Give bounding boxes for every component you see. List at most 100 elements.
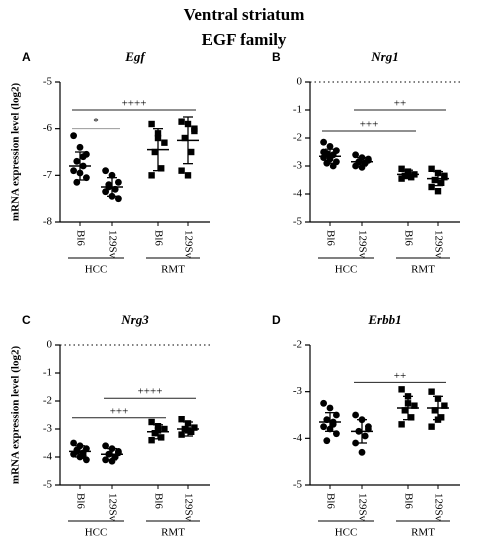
data-point (73, 446, 81, 454)
y-tick-label: -5 (293, 479, 303, 491)
group-label: RMT (411, 527, 435, 539)
y-tick-label: -8 (43, 216, 53, 228)
data-point (398, 165, 405, 172)
panel-title: Nrg1 (370, 49, 398, 64)
panel-title: Erbb1 (367, 312, 401, 327)
data-point (178, 431, 185, 438)
x-tick-label: 129Sv (182, 493, 194, 522)
data-point (408, 414, 415, 421)
data-point (428, 423, 435, 430)
panel-letter: B (272, 50, 281, 64)
group-label: HCC (85, 527, 108, 539)
data-point (434, 188, 442, 195)
data-point (178, 167, 185, 174)
data-point (320, 148, 327, 156)
y-tick-label: -4 (293, 188, 303, 200)
figure-subtitle: EGF family (202, 30, 287, 49)
data-point (178, 416, 185, 423)
data-point (441, 402, 448, 409)
data-point (428, 388, 435, 395)
y-axis-label: mRNA expression level (log2) (10, 83, 22, 222)
data-point (411, 402, 418, 409)
group-label: RMT (161, 264, 185, 276)
data-point (102, 442, 109, 450)
data-point (352, 411, 359, 419)
panel-letter: D (272, 313, 281, 327)
data-point (184, 172, 192, 179)
figure-title: Ventral striatum (184, 5, 305, 24)
data-point (73, 157, 81, 165)
significance-label: * (93, 116, 99, 128)
group-label: HCC (335, 264, 358, 276)
x-tick-label: 129Sv (182, 230, 194, 259)
panel-letter: C (22, 313, 31, 327)
data-point (148, 437, 155, 444)
data-point (323, 437, 331, 445)
data-point (431, 176, 438, 184)
data-point (352, 439, 359, 447)
data-point (361, 432, 369, 440)
y-tick-label: -1 (43, 367, 52, 379)
data-point (115, 178, 122, 186)
x-tick-label: Bl6 (402, 493, 414, 509)
x-tick-label: Bl6 (324, 230, 336, 246)
data-point (191, 424, 198, 431)
y-tick-label: -3 (43, 423, 53, 435)
significance-label: +++ (360, 119, 379, 131)
x-tick-label: 129Sv (106, 493, 118, 522)
data-point (102, 167, 109, 175)
y-tick-label: -3 (293, 160, 303, 172)
x-tick-label: Bl6 (74, 493, 86, 509)
y-tick-label: 0 (297, 76, 303, 88)
data-point (320, 423, 327, 431)
data-point (102, 456, 109, 464)
data-point (161, 425, 168, 433)
x-tick-label: Bl6 (402, 230, 414, 246)
data-point (70, 167, 77, 175)
x-tick-label: Bl6 (324, 493, 336, 509)
data-point (398, 386, 405, 393)
significance-label: +++ (110, 405, 129, 417)
data-point (438, 179, 445, 186)
data-point (151, 148, 158, 156)
significance-label: ++++ (122, 98, 147, 110)
y-tick-label: -5 (43, 479, 53, 491)
data-point (326, 143, 334, 150)
group-label: RMT (411, 264, 435, 276)
y-tick-label: -2 (43, 395, 52, 407)
data-point (326, 404, 334, 412)
group-label: RMT (161, 527, 185, 539)
x-tick-label: 129Sv (432, 493, 444, 522)
y-tick-label: -7 (43, 169, 53, 181)
y-tick-label: -6 (43, 122, 53, 134)
data-point (178, 118, 185, 125)
data-point (358, 448, 366, 456)
group-label: HCC (85, 264, 108, 276)
y-tick-label: -1 (293, 104, 302, 116)
data-point (161, 139, 168, 146)
data-point (148, 120, 155, 128)
x-tick-label: Bl6 (74, 230, 86, 246)
x-tick-label: 129Sv (356, 230, 368, 259)
x-tick-label: Bl6 (152, 230, 164, 246)
x-tick-label: 129Sv (432, 230, 444, 259)
data-point (398, 421, 405, 428)
y-tick-label: 0 (47, 339, 53, 351)
data-point (158, 165, 165, 172)
x-tick-label: 129Sv (356, 493, 368, 522)
x-tick-label: Bl6 (152, 493, 164, 509)
data-point (188, 148, 195, 156)
data-point (398, 175, 405, 182)
significance-label: ++ (394, 370, 406, 382)
y-tick-label: -2 (293, 339, 302, 351)
data-point (408, 174, 415, 181)
data-point (320, 399, 327, 407)
data-point (431, 407, 438, 414)
data-point (70, 439, 77, 447)
data-point (148, 172, 155, 179)
data-point (115, 449, 122, 457)
data-point (158, 434, 165, 441)
panel-letter: A (22, 50, 31, 64)
data-point (320, 138, 327, 146)
